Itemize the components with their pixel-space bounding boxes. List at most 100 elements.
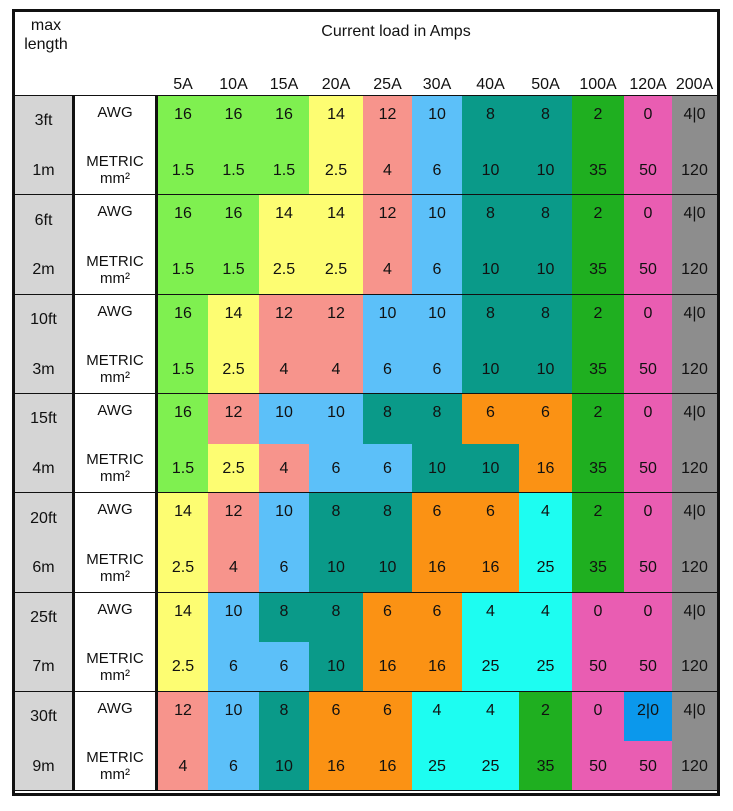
- metric-value-cell: 120: [672, 244, 717, 295]
- awg-value-cell: 12: [208, 493, 259, 543]
- metric-value-cell: 4: [259, 344, 309, 394]
- metric-value-cell: 25: [462, 741, 519, 792]
- metric-label: METRIC mm²: [75, 344, 155, 394]
- metric-value-cell: 10: [462, 244, 519, 295]
- group-divider: [15, 790, 717, 792]
- awg-value-cell: 8: [259, 592, 309, 643]
- column-header-200a: 200A: [675, 75, 714, 93]
- metric-value-cell: 4: [158, 741, 208, 792]
- awg-value-cell: 8: [519, 294, 572, 345]
- awg-value-cell: 0: [624, 493, 672, 543]
- column-header-25a: 25A: [373, 75, 402, 93]
- metric-value-cell: 25: [519, 642, 572, 692]
- awg-value-cell: 2: [572, 96, 624, 146]
- metric-value-cell: 4: [259, 443, 309, 494]
- awg-value-cell: 8: [519, 96, 572, 146]
- length-m-label: 1m: [15, 145, 72, 196]
- length-m-label: 3m: [15, 344, 72, 394]
- awg-value-cell: 14: [259, 195, 309, 245]
- awg-label: AWG: [75, 397, 155, 434]
- metric-value-cell: 2.5: [208, 443, 259, 494]
- length-m-label: 6m: [15, 542, 72, 593]
- awg-value-cell: 6: [462, 393, 519, 444]
- metric-value-cell: 4: [363, 145, 412, 196]
- metric-value-cell: 50: [624, 443, 672, 494]
- metric-value-cell: 50: [572, 741, 624, 792]
- awg-label: AWG: [75, 596, 155, 633]
- awg-value-cell: 10: [259, 393, 309, 444]
- metric-value-cell: 16: [462, 542, 519, 593]
- metric-value-cell: 1.5: [259, 145, 309, 196]
- awg-value-cell: 12: [309, 294, 363, 345]
- column-header-50a: 50A: [531, 75, 560, 93]
- length-ft-label: 15ft: [15, 393, 72, 444]
- awg-value-cell: 6: [462, 493, 519, 543]
- awg-value-cell: 8: [462, 195, 519, 245]
- metric-value-cell: 1.5: [158, 244, 208, 295]
- metric-value-cell: 50: [624, 244, 672, 295]
- metric-value-cell: 16: [412, 542, 462, 593]
- metric-value-cell: 1.5: [158, 344, 208, 394]
- awg-value-cell: 16: [158, 393, 208, 444]
- awg-value-cell: 12: [363, 195, 412, 245]
- metric-label: METRIC mm²: [75, 145, 155, 196]
- awg-value-cell: 12: [158, 691, 208, 742]
- awg-value-cell: 2: [519, 691, 572, 742]
- awg-value-cell: 2: [572, 294, 624, 345]
- awg-value-cell: 2: [572, 493, 624, 543]
- awg-value-cell: 14: [309, 195, 363, 245]
- awg-value-cell: 0: [624, 96, 672, 146]
- metric-value-cell: 2.5: [158, 542, 208, 593]
- metric-value-cell: 35: [572, 145, 624, 196]
- awg-value-cell: 14: [309, 96, 363, 146]
- metric-value-cell: 35: [572, 244, 624, 295]
- awg-value-cell: 4: [462, 691, 519, 742]
- metric-value-cell: 35: [519, 741, 572, 792]
- metric-value-cell: 35: [572, 443, 624, 494]
- awg-value-cell: 14: [158, 592, 208, 643]
- metric-value-cell: 10: [309, 542, 363, 593]
- awg-value-cell: 14: [158, 493, 208, 543]
- awg-value-cell: 8: [412, 393, 462, 444]
- awg-value-cell: 10: [412, 96, 462, 146]
- awg-value-cell: 16: [208, 96, 259, 146]
- metric-value-cell: 10: [259, 741, 309, 792]
- awg-value-cell: 4|0: [672, 493, 717, 543]
- metric-value-cell: 120: [672, 642, 717, 692]
- awg-value-cell: 2|0: [624, 691, 672, 742]
- awg-value-cell: 8: [462, 294, 519, 345]
- column-header-10a: 10A: [219, 75, 248, 93]
- metric-value-cell: 2.5: [309, 244, 363, 295]
- metric-value-cell: 50: [572, 642, 624, 692]
- metric-value-cell: 120: [672, 542, 717, 593]
- metric-value-cell: 35: [572, 542, 624, 593]
- metric-label: METRIC mm²: [75, 542, 155, 593]
- metric-value-cell: 25: [412, 741, 462, 792]
- length-ft-label: 30ft: [15, 691, 72, 742]
- metric-value-cell: 10: [462, 344, 519, 394]
- metric-value-cell: 6: [363, 443, 412, 494]
- awg-value-cell: 14: [208, 294, 259, 345]
- metric-value-cell: 10: [309, 642, 363, 692]
- awg-value-cell: 2: [572, 393, 624, 444]
- column-header-100a: 100A: [579, 75, 617, 93]
- awg-value-cell: 6: [519, 393, 572, 444]
- metric-label: METRIC mm²: [75, 741, 155, 792]
- awg-value-cell: 10: [363, 294, 412, 345]
- awg-value-cell: 4: [412, 691, 462, 742]
- column-header-120a: 120A: [629, 75, 667, 93]
- column-header-5a: 5A: [173, 75, 193, 93]
- awg-value-cell: 10: [412, 195, 462, 245]
- length-m-label: 7m: [15, 642, 72, 692]
- awg-value-cell: 4|0: [672, 294, 717, 345]
- metric-value-cell: 50: [624, 344, 672, 394]
- metric-value-cell: 2.5: [158, 642, 208, 692]
- awg-value-cell: 16: [208, 195, 259, 245]
- metric-value-cell: 6: [208, 642, 259, 692]
- group-divider: [15, 591, 717, 593]
- metric-value-cell: 4: [208, 542, 259, 593]
- awg-value-cell: 10: [208, 691, 259, 742]
- awg-label: AWG: [75, 199, 155, 235]
- metric-value-cell: 6: [259, 542, 309, 593]
- length-m-label: 2m: [15, 244, 72, 295]
